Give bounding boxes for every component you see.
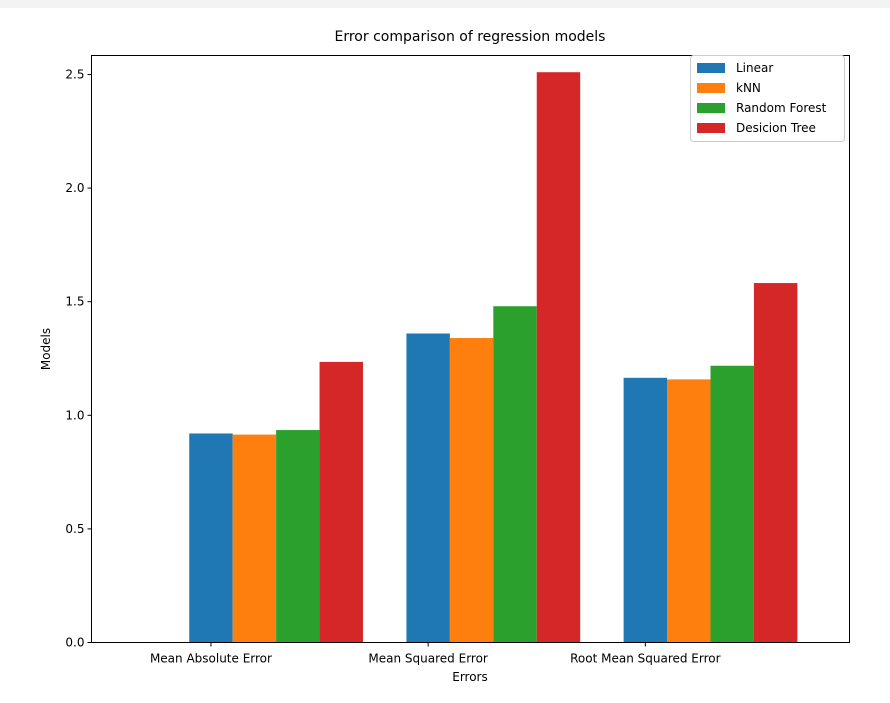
legend-box — [690, 55, 845, 142]
plot-area-border — [91, 55, 850, 643]
bar-random-forest-0 — [276, 430, 320, 643]
y-tick-label-3: 1.5 — [65, 295, 84, 309]
y-axis-label: Models — [39, 328, 53, 370]
bar-knn-1 — [449, 338, 494, 643]
y-tick-label-1: 0.5 — [65, 522, 84, 536]
y-ticks-group: 0.0 0.5 1.0 1.5 2.0 2.5 — [65, 67, 92, 650]
bar-desicion-tree-1 — [536, 72, 581, 643]
legend-label-random-forest: Random Forest — [736, 101, 827, 115]
y-tick-label-5: 2.5 — [65, 67, 84, 81]
top-strip — [0, 0, 890, 8]
legend: Linear kNN Random Forest Desicion Tree — [690, 55, 845, 142]
bars-group — [189, 72, 798, 643]
bar-desicion-tree-0 — [319, 361, 363, 643]
legend-swatch-desicion-tree — [697, 123, 725, 133]
legend-label-knn: kNN — [736, 81, 761, 95]
y-tick-label-4: 2.0 — [65, 181, 84, 195]
x-ticks-group: Mean Absolute Error Mean Squared Error Roo… — [150, 642, 721, 666]
legend-swatch-random-forest — [697, 103, 725, 113]
y-tick-label-0: 0.0 — [65, 636, 84, 650]
legend-label-desicion-tree: Desicion Tree — [736, 121, 816, 135]
y-tick-label-2: 1.0 — [65, 408, 84, 422]
legend-swatch-linear — [697, 63, 725, 73]
bar-knn-2 — [667, 379, 711, 643]
bar-knn-0 — [232, 434, 277, 643]
bar-random-forest-1 — [493, 306, 537, 643]
bar-linear-1 — [406, 333, 450, 643]
x-tick-label-1: Mean Squared Error — [368, 652, 488, 666]
bar-random-forest-2 — [710, 365, 754, 643]
chart-title: Error comparison of regression models — [335, 29, 606, 45]
x-tick-label-2: Root Mean Squared Error — [570, 652, 721, 666]
x-axis-label: Errors — [452, 670, 488, 684]
legend-swatch-knn — [697, 83, 725, 93]
x-tick-label-0: Mean Absolute Error — [150, 652, 272, 666]
bar-linear-0 — [189, 433, 233, 643]
bar-linear-2 — [623, 377, 668, 643]
bar-desicion-tree-2 — [753, 283, 798, 643]
legend-label-linear: Linear — [736, 61, 773, 75]
